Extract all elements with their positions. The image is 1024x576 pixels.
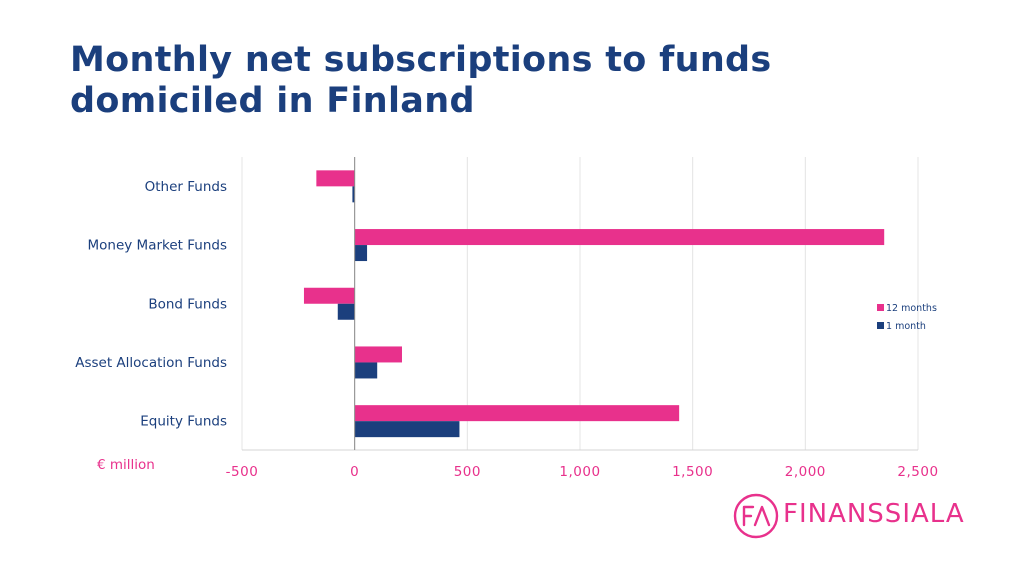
bars (303, 157, 885, 450)
x-tick-label: -500 (226, 464, 259, 480)
fa-logo-icon (733, 493, 779, 539)
category-label: Asset Allocation Funds (75, 355, 227, 371)
x-tick-label: 500 (454, 464, 481, 480)
legend-swatch (877, 304, 884, 311)
category-label: Bond Funds (148, 296, 227, 312)
bar-1-month (337, 303, 355, 320)
x-tick-label: 1,500 (672, 464, 713, 480)
legend-label: 1 month (886, 321, 926, 332)
bar-12-months (303, 287, 355, 304)
finanssiala-logo: FINANSSIALA (733, 492, 975, 540)
x-tick-label: 0 (350, 464, 359, 480)
legend: 12 months 1 month (877, 303, 937, 332)
x-tick-label: 2,000 (785, 464, 826, 480)
bar-12-months (316, 170, 355, 187)
category-label: Money Market Funds (88, 238, 228, 254)
x-tick-label: 1,000 (559, 464, 600, 480)
category-label: Equity Funds (140, 414, 227, 430)
legend-label: 12 months (886, 303, 937, 314)
category-labels: Other Funds Money Market Funds Bond Funds A… (75, 179, 227, 430)
bar-12-months (354, 229, 885, 246)
legend-swatch (877, 322, 884, 329)
x-tick-label: 2,500 (897, 464, 938, 480)
bar-1-month (354, 421, 460, 438)
logo-text: FINANSSIALA (783, 499, 965, 529)
bar-1-month (352, 186, 355, 203)
bar-1-month (354, 245, 368, 262)
x-tick-labels: -500 0 500 1,000 1,500 2,000 2,500 (226, 464, 938, 480)
bar-12-months (354, 405, 680, 422)
unit-label: € million (97, 457, 155, 473)
bar-1-month (354, 362, 378, 379)
page-title: Monthly net subscriptions to funds domic… (70, 40, 772, 121)
bar-12-months (354, 346, 402, 363)
category-label: Other Funds (145, 179, 227, 195)
